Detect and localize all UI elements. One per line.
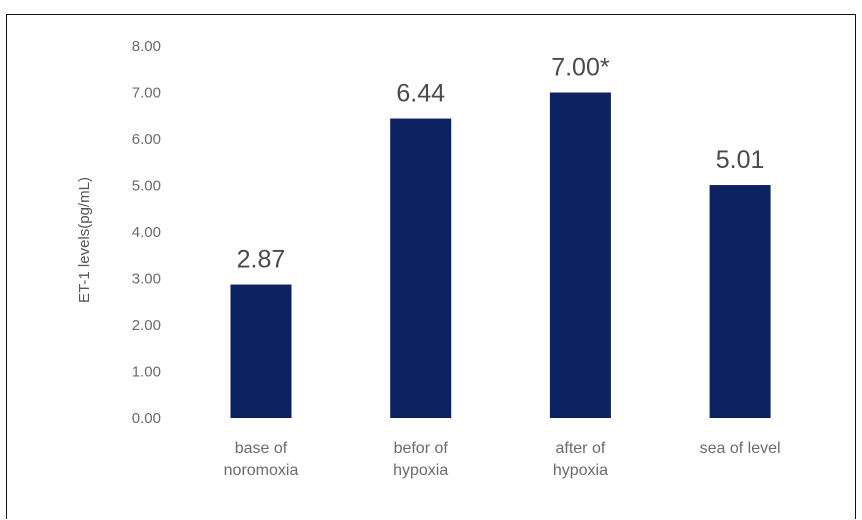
data-label: 2.87 (237, 246, 286, 274)
category-labels: base of noromoxia befor of hypoxia after of h… (224, 440, 781, 479)
bar (390, 118, 452, 418)
data-label: 7.00* (551, 54, 610, 82)
y-axis-title: ET-1 levels(pg/mL) (76, 177, 93, 303)
y-tick-label: 0.00 (132, 410, 161, 427)
category-label-line: after of (555, 440, 605, 457)
data-labels: 2.87 6.44 7.00* 5.01 (237, 54, 765, 274)
bar-chart: 0.00 1.00 2.00 3.00 4.00 5.00 6.00 7.00 8.00 ET-… (76, 38, 781, 479)
y-tick-label: 5.00 (132, 178, 161, 195)
category-label-line: befor of (394, 440, 449, 457)
bar (230, 284, 292, 418)
category-label-line: hypoxia (553, 462, 608, 479)
y-tick-label: 4.00 (132, 224, 161, 241)
category-label-line: hypoxia (393, 462, 448, 479)
category-label-line: sea of level (700, 440, 781, 457)
category-label-line: noromoxia (224, 462, 299, 479)
chart-frame: 0.00 1.00 2.00 3.00 4.00 5.00 6.00 7.00 8.00 ET-… (6, 14, 856, 519)
data-label: 5.01 (716, 146, 765, 174)
category-label: sea of level (700, 440, 781, 457)
y-axis-ticks: 0.00 1.00 2.00 3.00 4.00 5.00 6.00 7.00 8.00 (132, 38, 161, 427)
y-tick-label: 1.00 (132, 364, 161, 381)
y-tick-label: 7.00 (132, 85, 161, 102)
y-tick-label: 3.00 (132, 271, 161, 288)
category-label: base of noromoxia (224, 440, 299, 479)
category-label: befor of hypoxia (393, 440, 448, 479)
y-tick-label: 8.00 (132, 38, 161, 55)
bar (709, 185, 771, 418)
category-label: after of hypoxia (553, 440, 608, 479)
bar (549, 92, 611, 418)
y-tick-label: 6.00 (132, 131, 161, 148)
y-tick-label: 2.00 (132, 317, 161, 334)
bars (230, 92, 771, 418)
category-label-line: base of (235, 440, 288, 457)
data-label: 6.44 (396, 80, 445, 108)
